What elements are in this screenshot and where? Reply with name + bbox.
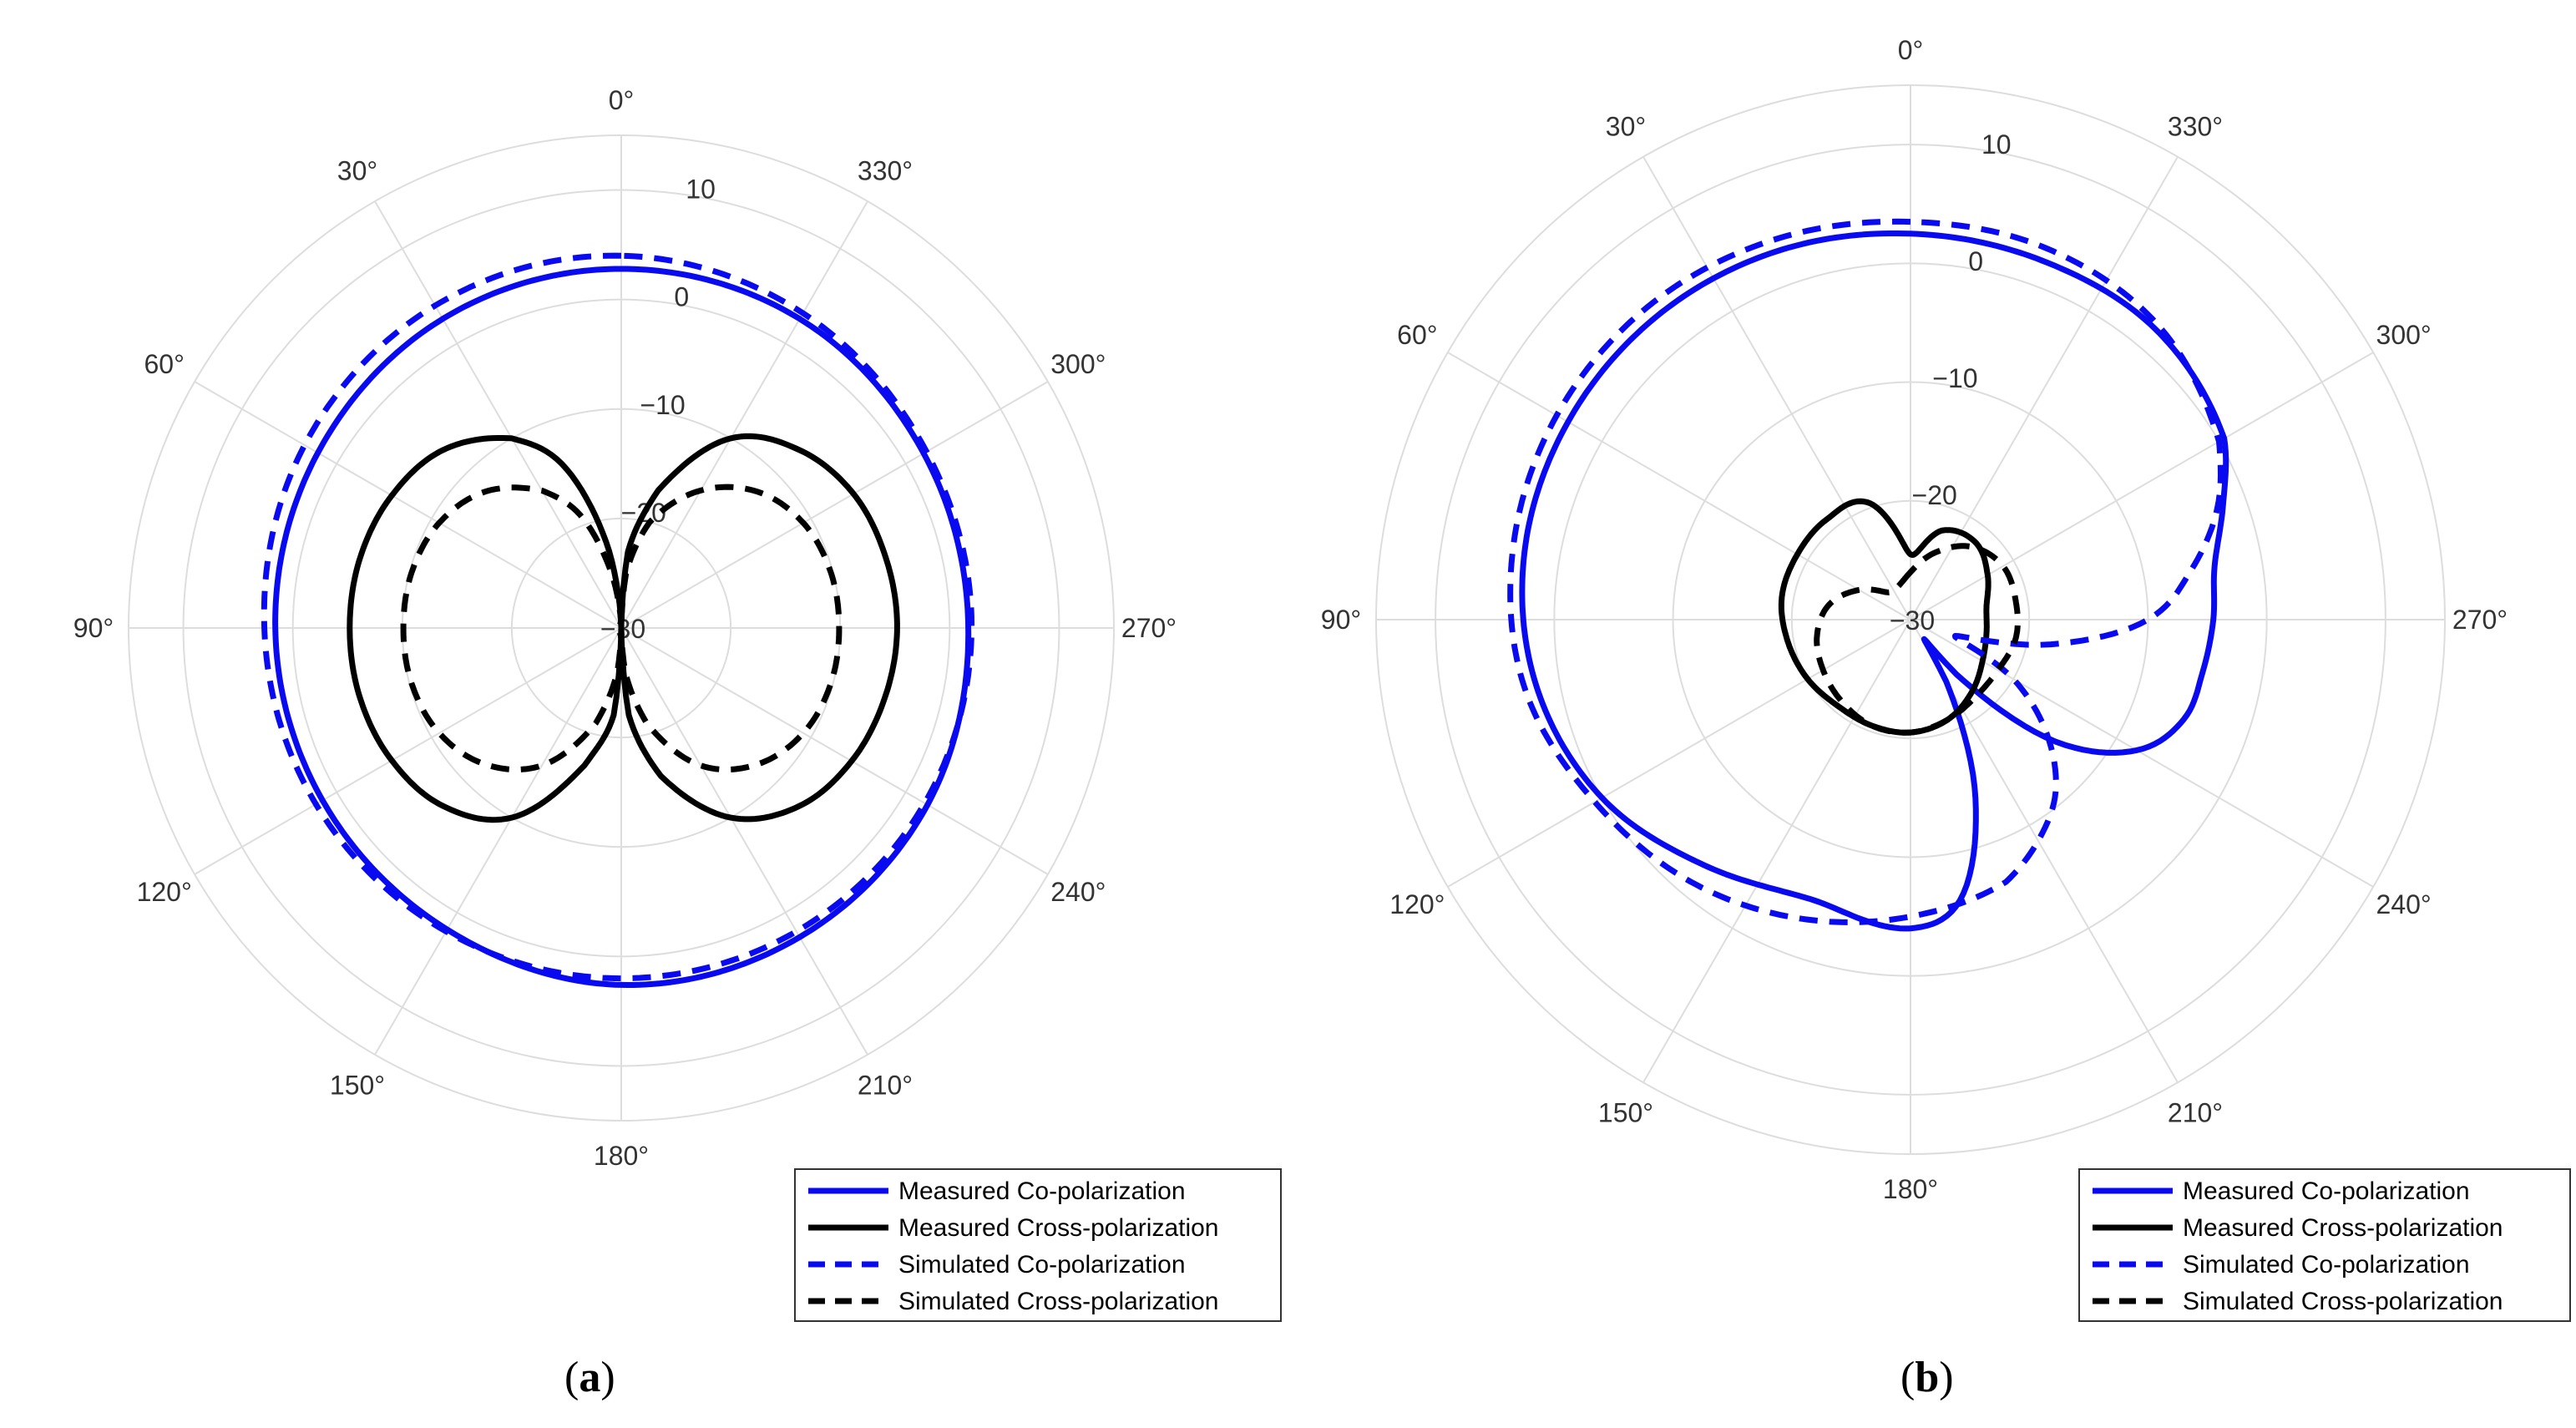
angle-tick-label: 180° [1883, 1174, 1938, 1204]
angle-tick-label: 60° [144, 349, 184, 379]
angle-tick-label: 60° [1397, 320, 1437, 350]
series-line [1814, 543, 2021, 736]
grid-spoke [374, 200, 622, 629]
angle-tick-label: 30° [1606, 111, 1646, 141]
grid-spoke [374, 627, 622, 1056]
angle-tick-label: 240° [2376, 889, 2432, 919]
angle-tick-label: 0° [609, 85, 635, 115]
grid-spoke [194, 381, 622, 629]
angle-tick-label: 180° [594, 1141, 649, 1171]
grid-spoke [194, 627, 622, 875]
legend-label: Simulated Co-polarization [898, 1251, 1186, 1279]
angle-tick-label: 120° [137, 877, 192, 907]
angle-tick-label: 90° [1321, 605, 1361, 635]
grid-spoke [1447, 619, 1911, 888]
angle-tick-label: 30° [337, 156, 377, 186]
angle-tick-label: 300° [2376, 320, 2432, 350]
polar-chart-b: 0° 30° 60° 90° 120° 150° 180° 210° 240° 270° 300° 3… [1321, 35, 2571, 1322]
grid-spoke [1910, 156, 2179, 620]
legend-label: Simulated Cross-polarization [898, 1288, 1219, 1315]
angle-tick-label: 120° [1389, 889, 1445, 919]
caption-a: (a) [564, 1353, 615, 1402]
caption-b: (b) [1900, 1353, 1954, 1402]
series-line [261, 252, 975, 982]
caption-a-open: ( [564, 1354, 579, 1401]
grid-spoke [1642, 156, 1911, 620]
angle-tick-label: 210° [2168, 1098, 2223, 1128]
panel-a: 0° 30° 60° 90° 120° 150° 180° 210° 240° 270° 300° 3… [73, 85, 1282, 1402]
polar-grid [128, 134, 1115, 1122]
grid-spoke [620, 381, 1049, 629]
polar-grid [1375, 84, 2446, 1155]
grid-spoke [1447, 352, 1911, 620]
legend-label: Simulated Cross-polarization [2183, 1288, 2503, 1315]
radial-tick-label: −20 [1912, 480, 1957, 510]
radial-tick-label: −30 [1890, 605, 1935, 636]
radial-tick-label: −10 [1932, 363, 1977, 393]
radial-tick-label: 0 [674, 282, 689, 312]
angle-tick-label: 330° [858, 156, 913, 186]
caption-b-open: ( [1900, 1354, 1916, 1401]
series-line [400, 484, 843, 773]
caption-b-close: ) [1939, 1354, 1954, 1401]
caption-a-letter: a [579, 1354, 601, 1401]
angle-tick-label: 270° [1121, 613, 1177, 643]
legend: Measured Co-polarization Measured Cross-p… [2078, 1168, 2571, 1322]
caption-b-letter: b [1915, 1354, 1940, 1401]
legend: Measured Co-polarization Measured Cross-p… [794, 1168, 1282, 1322]
radial-tick-label: −10 [640, 390, 685, 420]
angle-tick-label: 210° [858, 1070, 913, 1100]
legend-box [2078, 1168, 2571, 1322]
legend-label: Simulated Co-polarization [2183, 1251, 2470, 1279]
angle-tick-label: 270° [2452, 605, 2508, 635]
series-line [1778, 498, 1991, 736]
grid-spoke [620, 200, 868, 629]
caption-a-close: ) [600, 1354, 615, 1401]
legend-label: Measured Co-polarization [898, 1177, 1186, 1205]
grid-spoke [620, 627, 868, 1056]
angle-tick-label: 300° [1050, 349, 1106, 379]
radial-tick-label: 10 [686, 175, 716, 205]
panel-b: 0° 30° 60° 90° 120° 150° 180° 210° 240° 270° 300° 3… [1288, 0, 2575, 1428]
radial-tick-label: 10 [1981, 129, 2012, 160]
angle-tick-label: 150° [330, 1070, 385, 1100]
legend-label: Measured Cross-polarization [2183, 1214, 2503, 1242]
grid-spoke [1910, 619, 2374, 888]
series-line [1507, 218, 2224, 925]
grid-spoke [620, 627, 1049, 875]
series-line [272, 266, 972, 988]
grid-spoke [1642, 619, 1911, 1083]
angle-tick-label: 330° [2168, 111, 2223, 141]
radial-tick-label: 0 [1968, 246, 1983, 276]
polar-chart-a: 0° 30° 60° 90° 120° 150° 180° 210° 240° 270° 300° 3… [73, 85, 1282, 1322]
angle-tick-label: 0° [1898, 35, 1924, 65]
legend-label: Measured Co-polarization [2183, 1177, 2470, 1205]
legend-box [794, 1168, 1282, 1322]
angle-tick-label: 90° [73, 613, 114, 643]
series-line [1519, 230, 2229, 932]
angle-tick-label: 150° [1598, 1098, 1653, 1128]
angle-tick-label: 240° [1050, 877, 1106, 907]
legend-label: Measured Cross-polarization [898, 1214, 1219, 1242]
